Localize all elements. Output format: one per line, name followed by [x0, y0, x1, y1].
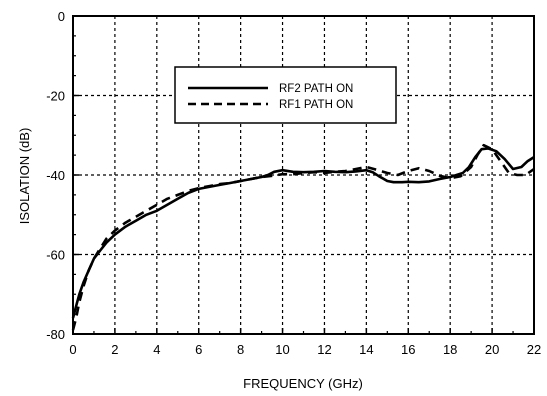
y-tick-labels: 0 -20 -40 -60 -80 [46, 9, 65, 342]
x-tick-label: 0 [69, 342, 76, 357]
x-tick-label: 4 [153, 342, 160, 357]
x-tick-label: 22 [527, 342, 541, 357]
legend-label-rf2: RF2 PATH ON [279, 83, 353, 95]
x-tick-label: 10 [275, 342, 289, 357]
x-tick-label: 8 [237, 342, 244, 357]
x-tick-label: 18 [443, 342, 457, 357]
y-tick-label: 0 [58, 9, 65, 24]
y-tick-label: -40 [46, 168, 65, 183]
x-tick-label: 14 [359, 342, 373, 357]
y-axis-label: ISOLATION (dB) [17, 128, 32, 225]
x-tick-labels: 0 2 4 6 8 10 12 14 16 18 20 22 [69, 342, 541, 357]
x-tick-label: 2 [111, 342, 118, 357]
x-tick-label: 16 [401, 342, 415, 357]
y-tick-label: -20 [46, 89, 65, 104]
legend-label-rf1: RF1 PATH ON [279, 99, 353, 111]
x-tick-label: 20 [485, 342, 499, 357]
series-line-rf2-path-on [71, 147, 535, 319]
legend: RF2 PATH ON RF1 PATH ON [174, 66, 397, 124]
y-tick-label: -60 [46, 248, 65, 263]
series-group [71, 143, 535, 331]
y-tick-label: -80 [46, 327, 65, 342]
series-line-rf1-path-on [71, 143, 535, 331]
x-tick-label: 12 [317, 342, 331, 357]
legend-box [174, 66, 397, 124]
x-tick-label: 6 [195, 342, 202, 357]
x-axis-label: FREQUENCY (GHz) [243, 376, 363, 391]
tick-marks [72, 15, 535, 335]
grid [73, 16, 534, 334]
